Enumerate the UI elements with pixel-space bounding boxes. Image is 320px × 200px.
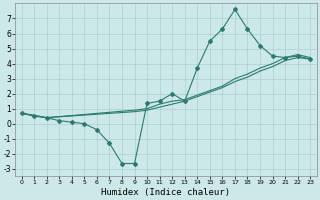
X-axis label: Humidex (Indice chaleur): Humidex (Indice chaleur) xyxy=(101,188,230,197)
